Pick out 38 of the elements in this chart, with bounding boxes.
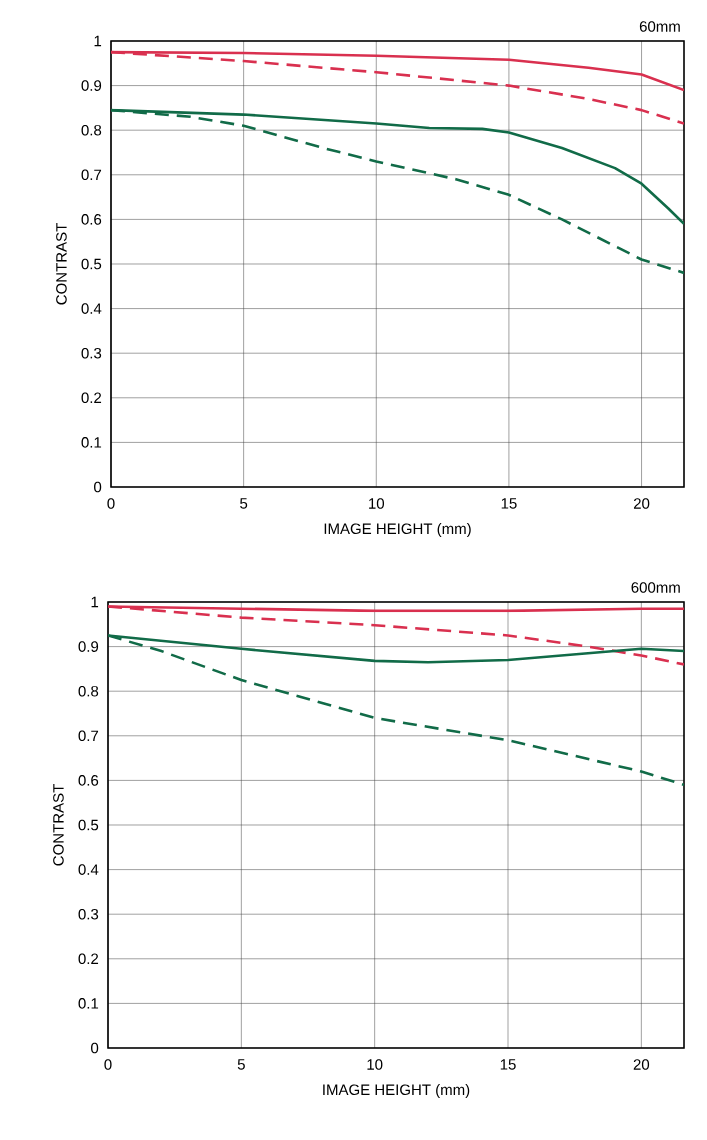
y-tick-label: 0.5 — [78, 819, 99, 831]
x-axis-title: IMAGE HEIGHT (mm) — [324, 523, 471, 537]
chart-title: 60mm — [639, 21, 680, 32]
y-tick-label: 0.2 — [78, 953, 99, 965]
y-tick-label: 0.2 — [81, 392, 102, 404]
x-tick-label: 15 — [500, 1059, 516, 1070]
y-axis-title: CONTRAST — [56, 223, 67, 305]
y-tick-label: 0.9 — [81, 80, 102, 91]
x-tick-label: 0 — [104, 1059, 112, 1070]
y-tick-label: 0.4 — [78, 864, 99, 875]
y-tick-label: 0.5 — [81, 258, 102, 270]
y-tick-label: 0.8 — [78, 685, 99, 697]
y-tick-label: 1 — [94, 35, 102, 47]
y-tick-label: 0.1 — [78, 998, 99, 1009]
y-tick-label: 0.9 — [78, 641, 99, 652]
y-tick-label: 0.6 — [78, 775, 99, 786]
x-axis-title: IMAGE HEIGHT (mm) — [323, 1084, 470, 1098]
y-tick-label: 1 — [91, 596, 99, 608]
x-tick-label: 10 — [367, 1059, 383, 1070]
x-tick-label: 20 — [633, 1059, 650, 1070]
x-tick-label: 5 — [240, 498, 248, 509]
y-tick-label: 0.8 — [81, 124, 102, 136]
x-tick-label: 0 — [107, 498, 115, 509]
y-tick-label: 0.4 — [81, 303, 102, 314]
y-tick-label: 0 — [91, 1042, 99, 1054]
x-tick-label: 15 — [501, 498, 517, 509]
x-tick-label: 5 — [237, 1059, 245, 1070]
x-tick-label: 20 — [633, 498, 650, 509]
y-tick-label: 0.1 — [81, 437, 102, 448]
y-tick-label: 0.7 — [78, 730, 99, 742]
y-tick-label: 0.6 — [81, 214, 102, 225]
y-tick-label: 0.3 — [81, 347, 102, 359]
y-tick-label: 0 — [94, 481, 102, 493]
x-tick-label: 10 — [369, 498, 385, 509]
y-axis-title: CONTRAST — [53, 784, 64, 866]
y-tick-label: 0.3 — [78, 908, 99, 920]
y-tick-label: 0.7 — [81, 169, 102, 181]
chart-title: 600mm — [631, 582, 680, 593]
